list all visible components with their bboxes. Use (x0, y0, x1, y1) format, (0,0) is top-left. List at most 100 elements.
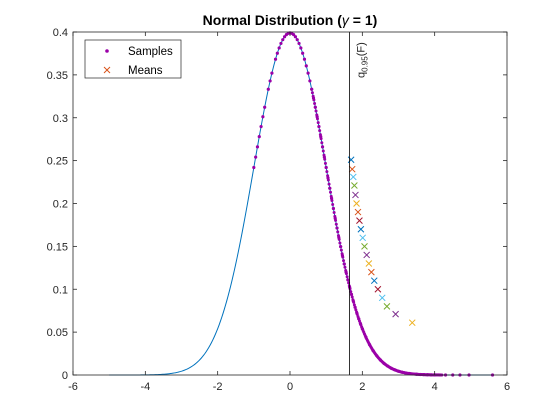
sample-point (323, 157, 327, 161)
sample-point (268, 79, 272, 83)
sample-point (339, 248, 343, 252)
sample-point (346, 278, 350, 282)
chart-title: Normal Distribution (γ = 1) (203, 12, 378, 28)
sample-point (354, 308, 358, 312)
mean-point (359, 234, 367, 242)
quantile-label: q0.95(F) (355, 42, 369, 78)
sample-point (349, 290, 353, 294)
sample-point (311, 94, 315, 98)
sample-point (314, 109, 318, 113)
sample-point (334, 222, 338, 226)
sample-point (299, 46, 303, 50)
y-tick-label: 0.3 (53, 113, 68, 125)
mean-point (378, 294, 386, 302)
sample-point (352, 300, 356, 304)
sample-point (355, 310, 359, 314)
sample-point (310, 87, 314, 91)
sample-point (257, 135, 261, 139)
sample-point (315, 117, 319, 121)
mean-point (357, 225, 365, 233)
sample-point (279, 41, 283, 46)
sample-point (338, 241, 342, 245)
sample-point (326, 178, 330, 182)
sample-point (304, 64, 308, 68)
y-tick-label: 0.4 (53, 27, 68, 39)
sample-point (321, 145, 325, 149)
sample-point (306, 71, 310, 75)
sample-point (270, 71, 274, 75)
axes-background (73, 32, 507, 375)
mean-point (354, 208, 362, 216)
sample-point (308, 79, 312, 83)
sample-point (302, 57, 307, 61)
quantile-label-base: q (355, 72, 367, 78)
sample-point (320, 141, 324, 145)
sample-point (339, 245, 343, 249)
sample-point (322, 153, 326, 157)
sample-point (255, 145, 260, 149)
sample-point (263, 105, 267, 109)
sample-point (331, 206, 335, 210)
sample-point (340, 252, 344, 256)
sample-point (352, 303, 356, 307)
sample-point (310, 91, 314, 95)
sample-point (344, 272, 348, 276)
x-tick-label: -4 (140, 381, 150, 393)
x-tick-label: -2 (213, 381, 223, 393)
sample-point (344, 268, 348, 272)
mean-point (365, 260, 373, 267)
quantile-label-suffix: (F) (355, 42, 367, 56)
title-prefix: Normal Distribution ( (203, 12, 343, 28)
sample-point (295, 38, 299, 42)
sample-point (348, 287, 352, 291)
legend-means-marker (103, 66, 111, 74)
sample-point (341, 255, 345, 259)
mean-point (392, 310, 399, 318)
sample-point (277, 46, 281, 50)
sample-point (293, 35, 298, 39)
mean-point (408, 319, 416, 327)
sample-point (334, 218, 338, 222)
x-tick-label: 4 (432, 381, 438, 393)
y-tick-label: 0.25 (47, 156, 68, 168)
y-tick-label: 0.05 (47, 327, 68, 339)
sample-point (282, 35, 287, 39)
sample-point (328, 186, 332, 190)
sample-point (319, 137, 323, 141)
sample-point (342, 262, 346, 266)
sample-point (331, 202, 335, 206)
mean-point (348, 165, 356, 173)
sample-point (317, 125, 321, 129)
sample-point (325, 170, 329, 174)
sample-point (333, 214, 337, 218)
sample-point (343, 265, 347, 269)
sample-point (329, 194, 333, 198)
x-tick-label: -6 (68, 381, 78, 393)
sample-point (252, 165, 256, 170)
mean-point (383, 303, 391, 310)
y-tick-label: 0 (62, 370, 68, 382)
mean-point (368, 268, 375, 276)
sample-point (329, 190, 333, 194)
sample-point (350, 295, 354, 299)
sample-point (335, 226, 339, 230)
sample-point (353, 305, 357, 309)
sample-point (313, 102, 317, 106)
sample-point (312, 98, 316, 102)
sample-point (297, 41, 301, 46)
ticks-layer: -6 -4 -2 0 2 4 6 0 0.05 0.1 0.15 0.2 0.25 0.3 0.35 0.4 (47, 27, 510, 393)
legend-samples-label: Samples (128, 46, 173, 58)
y-tick-label: 0.15 (47, 241, 68, 253)
sample-point (316, 121, 320, 125)
mean-point (351, 182, 358, 189)
sample-point (313, 105, 317, 109)
legend-box (84, 39, 182, 79)
sample-point (315, 113, 319, 117)
sample-point (321, 149, 325, 153)
x-tick-label: 2 (359, 381, 365, 393)
mean-point (353, 200, 360, 207)
sample-point (254, 155, 258, 159)
mean-point (363, 251, 371, 259)
y-tick-label: 0.1 (53, 284, 68, 296)
